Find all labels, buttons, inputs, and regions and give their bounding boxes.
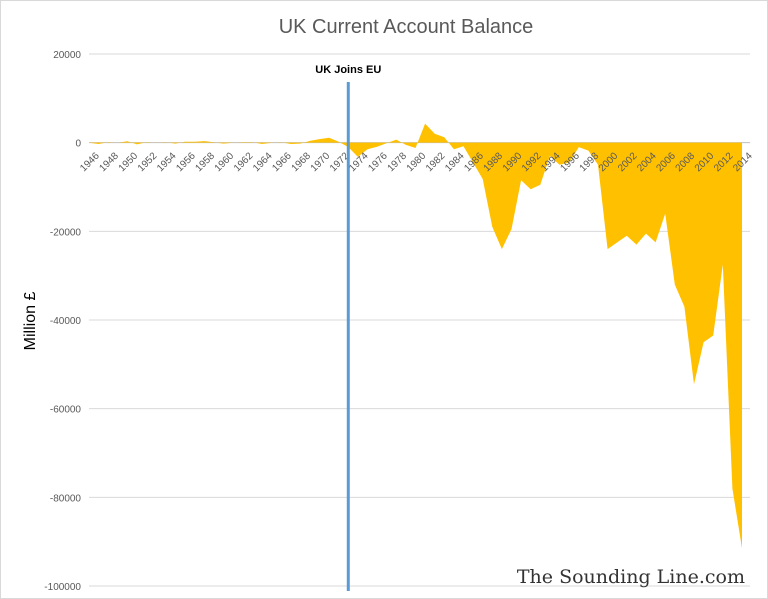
y-tick-label: -40000 — [50, 316, 82, 327]
eu-join-annotation: UK Joins EU — [315, 64, 381, 76]
x-tick-label: 1976 — [366, 150, 390, 174]
y-tick-label: 0 — [75, 139, 81, 150]
x-tick-label: 1948 — [97, 150, 121, 174]
x-tick-label: 1970 — [309, 150, 333, 174]
y-tick-label: -100000 — [44, 582, 81, 593]
x-tick-label: 1952 — [136, 150, 160, 174]
y-tick-label: 20000 — [53, 50, 81, 61]
x-tick-label: 1956 — [174, 150, 198, 174]
y-tick-label: -20000 — [50, 227, 82, 238]
x-tick-label: 1964 — [251, 150, 275, 174]
y-axis-label: Million £ — [22, 292, 39, 351]
x-tick-label: 1950 — [117, 150, 141, 174]
x-tick-label: 1958 — [194, 150, 218, 174]
area-series — [89, 123, 742, 549]
x-tick-label: 1960 — [213, 150, 237, 174]
x-tick-label: 1978 — [386, 150, 410, 174]
x-tick-label: 1984 — [443, 150, 467, 174]
y-tick-label: -80000 — [50, 493, 82, 504]
x-tick-label: 1968 — [290, 150, 314, 174]
x-tick-label: 1982 — [424, 150, 448, 174]
chart-title: UK Current Account Balance — [279, 16, 534, 38]
y-tick-label: -60000 — [50, 405, 82, 416]
x-tick-label: 1974 — [347, 150, 371, 174]
x-tick-label: 1954 — [155, 150, 179, 174]
watermark: The Sounding Line.com — [517, 566, 745, 588]
x-tick-label: 1980 — [405, 150, 429, 174]
x-tick-label: 1946 — [78, 150, 102, 174]
x-tick-label: 1962 — [232, 150, 256, 174]
x-tick-label: 1966 — [270, 150, 294, 174]
